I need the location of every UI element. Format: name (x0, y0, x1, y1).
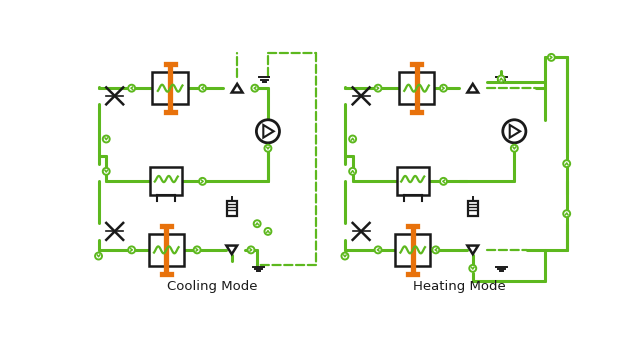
Bar (148, 234, 184, 266)
Circle shape (433, 246, 439, 253)
Bar (397, 167, 429, 195)
Bar (227, 201, 237, 216)
Circle shape (252, 85, 259, 92)
Bar (152, 72, 188, 104)
Polygon shape (263, 125, 274, 137)
Circle shape (103, 168, 109, 175)
Polygon shape (509, 125, 520, 137)
Polygon shape (467, 84, 478, 92)
Text: Heating Mode: Heating Mode (413, 280, 505, 293)
Circle shape (563, 210, 570, 217)
Circle shape (342, 252, 348, 259)
Circle shape (498, 75, 505, 83)
Circle shape (103, 135, 109, 143)
Circle shape (253, 220, 260, 227)
Circle shape (199, 85, 206, 92)
Circle shape (469, 265, 476, 272)
Circle shape (349, 168, 356, 175)
Circle shape (257, 120, 280, 143)
Circle shape (248, 246, 255, 253)
Circle shape (264, 145, 271, 152)
Circle shape (128, 246, 135, 253)
Bar (468, 201, 478, 216)
Circle shape (349, 135, 356, 143)
Text: Cooling Mode: Cooling Mode (167, 280, 258, 293)
Circle shape (440, 178, 447, 185)
Circle shape (128, 85, 135, 92)
Circle shape (194, 246, 200, 253)
Polygon shape (227, 246, 237, 254)
Circle shape (374, 85, 381, 92)
Circle shape (503, 120, 526, 143)
Circle shape (511, 145, 518, 152)
Bar (399, 72, 435, 104)
Circle shape (95, 252, 102, 259)
Bar (395, 234, 431, 266)
Polygon shape (232, 84, 243, 92)
Polygon shape (467, 246, 478, 254)
Circle shape (440, 85, 447, 92)
Circle shape (199, 178, 206, 185)
Circle shape (548, 54, 555, 61)
Circle shape (374, 246, 381, 253)
Bar (150, 167, 182, 195)
Circle shape (264, 228, 271, 235)
Circle shape (563, 160, 570, 167)
